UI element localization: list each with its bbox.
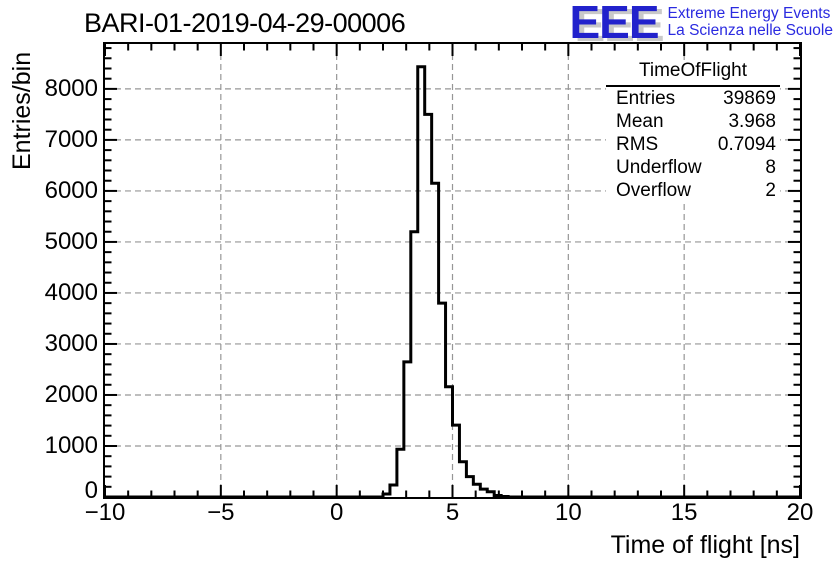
stats-label: Entries xyxy=(616,88,676,109)
stats-label: Underflow xyxy=(616,157,702,178)
stats-row-rms: RMS 0.7094 xyxy=(606,133,780,156)
stats-value: 3.968 xyxy=(728,111,776,132)
y-tick-label: 8000 xyxy=(44,74,98,102)
x-tick-label: 20 xyxy=(786,499,814,526)
y-tick-label: 5000 xyxy=(44,227,98,255)
eee-logo-text: Extreme Energy Events La Scienza nelle S… xyxy=(668,5,833,39)
y-tick-label: 1000 xyxy=(44,431,98,459)
x-tick-label: 5 xyxy=(445,499,460,526)
eee-logo-line2: La Scienza nelle Scuole xyxy=(667,22,833,39)
plot-title: BARI-01-2019-04-29-00006 xyxy=(84,8,406,38)
stats-row-entries: Entries 39869 xyxy=(606,87,780,110)
x-tick-label: 10 xyxy=(554,499,582,526)
plot-frame xyxy=(103,42,802,499)
stats-label: RMS xyxy=(616,134,659,155)
stats-value: 39869 xyxy=(723,88,776,109)
histogram-svg xyxy=(105,44,800,497)
eee-logo-acronym: EEE xyxy=(569,0,660,48)
stats-box: TimeOfFlight Entries 39869 Mean 3.968 RM… xyxy=(606,60,780,202)
x-tick-label: 0 xyxy=(329,499,344,526)
stats-row-overflow: Overflow 2 xyxy=(606,179,780,202)
stats-label: Overflow xyxy=(616,180,691,201)
y-tick-label: 7000 xyxy=(44,125,98,153)
stats-row-underflow: Underflow 8 xyxy=(606,156,780,179)
y-tick-label: 4000 xyxy=(44,278,98,306)
stats-value: 2 xyxy=(765,180,776,201)
eee-logo-line1: Extreme Energy Events xyxy=(667,5,831,22)
eee-logo: EEE Extreme Energy Events La Scienza nel… xyxy=(569,0,834,48)
y-tick-label: 0 xyxy=(84,477,98,504)
stats-label: Mean xyxy=(616,111,664,132)
x-tick-label: −5 xyxy=(207,499,235,526)
x-tick-label: 15 xyxy=(670,499,698,526)
y-tick-label: 6000 xyxy=(44,176,98,204)
x-axis-title: Time of flight [ns] xyxy=(610,531,800,559)
stats-box-title: TimeOfFlight xyxy=(606,60,780,87)
y-tick-label: 2000 xyxy=(44,380,98,408)
stats-value: 0.7094 xyxy=(717,134,776,155)
stats-value: 8 xyxy=(765,157,776,178)
stats-row-mean: Mean 3.968 xyxy=(606,110,780,133)
x-tick-label: −10 xyxy=(84,499,126,526)
y-tick-label: 3000 xyxy=(44,329,98,357)
